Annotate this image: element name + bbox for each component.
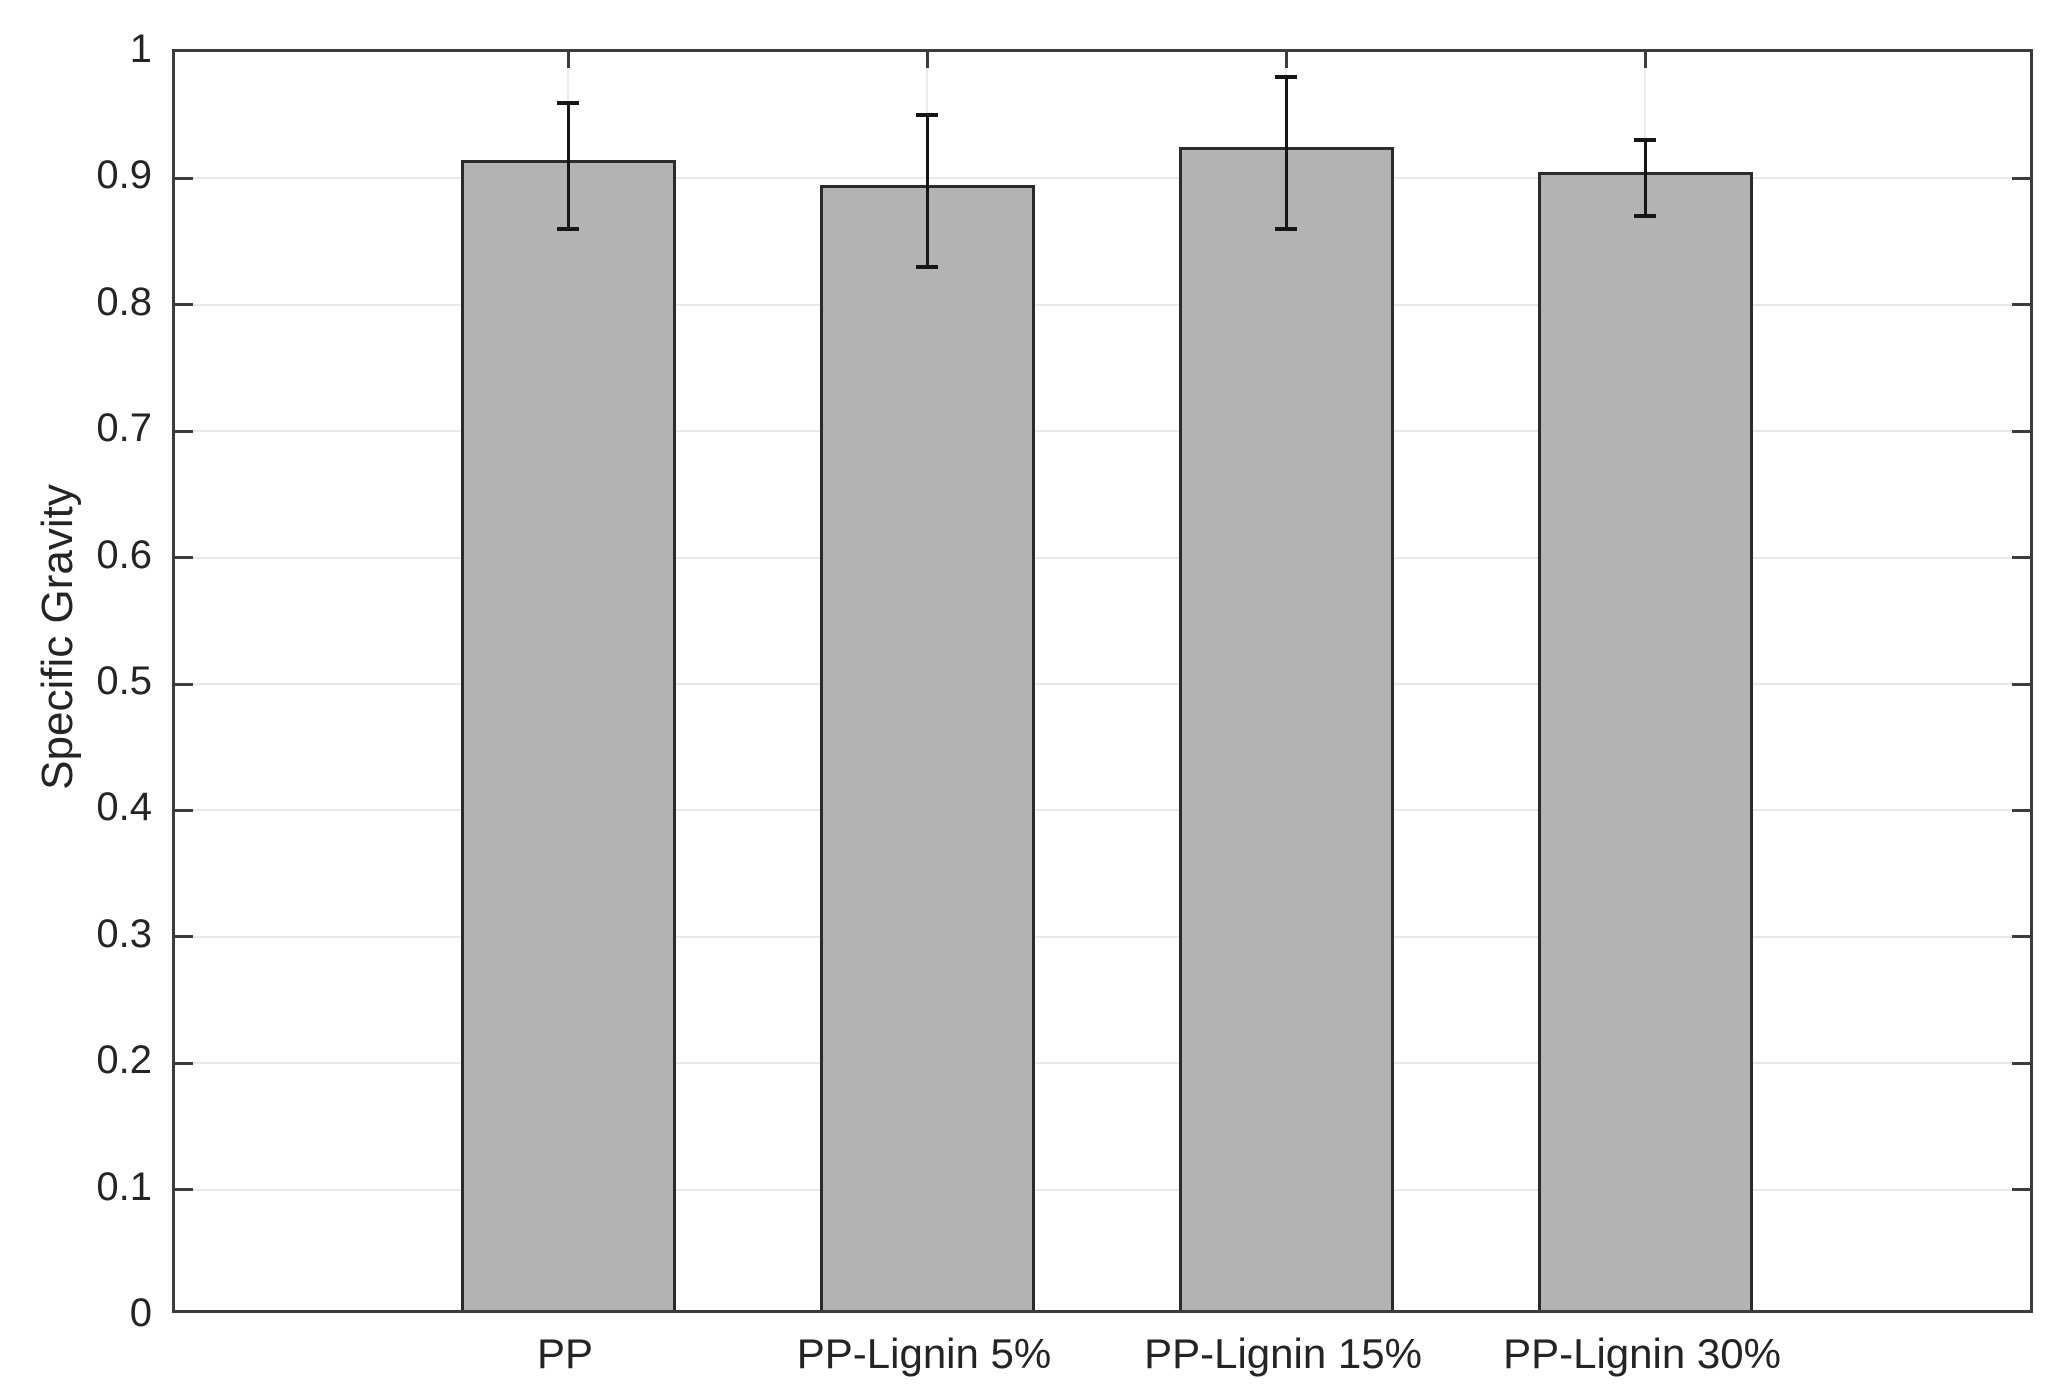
error-bar-cap-top (1634, 138, 1656, 143)
y-gridline (175, 1188, 2030, 1191)
y-tick-mark (175, 556, 193, 560)
y-tick-mark (175, 935, 193, 939)
y-tick-label: 0.4 (96, 785, 152, 830)
y-gridline (175, 683, 2030, 685)
error-bar (925, 115, 929, 267)
y-tick-mark (2012, 682, 2030, 686)
bar-pp-lignin-5- (819, 185, 1035, 1310)
error-bar-cap-bottom (916, 264, 938, 269)
error-bar-cap-bottom (1275, 226, 1297, 231)
y-tick-label: 0.3 (96, 911, 152, 956)
error-bar-cap-top (557, 100, 579, 105)
y-gridline (175, 556, 2030, 559)
y-tick-label: 1 (129, 27, 152, 71)
y-gridline (175, 430, 2030, 433)
x-tick-label: PP-Lignin 30% (1503, 1330, 1781, 1377)
y-tick-label: 0.6 (96, 532, 152, 577)
bar-pp-lignin-30- (1537, 172, 1753, 1310)
x-tick-mark (925, 52, 929, 68)
plot-area (172, 49, 2033, 1313)
y-tick-mark (2012, 429, 2030, 433)
error-bar (1643, 140, 1647, 217)
y-gridline (175, 935, 2030, 938)
error-bar (1284, 77, 1288, 229)
y-tick-mark (175, 176, 193, 180)
y-tick-mark (175, 429, 193, 433)
y-tick-mark (2012, 1188, 2030, 1192)
x-tick-mark (566, 52, 570, 68)
y-tick-mark (2012, 303, 2030, 307)
y-tick-mark (2012, 176, 2030, 180)
y-gridline (175, 809, 2030, 812)
y-tick-label: 0.2 (96, 1038, 152, 1083)
error-bar-cap-bottom (1634, 214, 1656, 219)
x-tick-mark (1643, 52, 1647, 68)
y-tick-mark (175, 303, 193, 307)
y-tick-label: 0.5 (96, 659, 152, 703)
bar-pp-lignin-15- (1178, 147, 1394, 1310)
error-bar-cap-bottom (557, 226, 579, 231)
y-tick-label: 0.8 (96, 279, 152, 324)
y-tick-label: 0.7 (96, 406, 152, 451)
y-tick-mark (2012, 556, 2030, 560)
y-gridline (175, 303, 2030, 306)
x-tick-mark (1284, 52, 1288, 68)
x-tick-label: PP (536, 1330, 594, 1377)
y-axis-label: Specific Gravity (33, 483, 82, 790)
error-bar-cap-top (1275, 75, 1297, 80)
bar-pp (460, 159, 676, 1310)
y-gridline (175, 1062, 2030, 1065)
y-tick-mark (2012, 1061, 2030, 1065)
y-tick-label: 0.9 (96, 153, 152, 198)
y-tick-label: 0.1 (96, 1164, 152, 1209)
error-bar (566, 102, 570, 229)
y-tick-mark (2012, 808, 2030, 812)
y-tick-mark (2012, 935, 2030, 939)
x-tick-label: PP-Lignin 5% (796, 1330, 1052, 1377)
x-tick-label: PP-Lignin 15% (1144, 1330, 1422, 1377)
y-tick-label: 0 (129, 1291, 152, 1335)
error-bar-cap-top (916, 113, 938, 118)
y-tick-mark (175, 682, 193, 686)
y-tick-mark (175, 1188, 193, 1192)
y-gridline (175, 177, 2030, 180)
y-tick-mark (175, 808, 193, 812)
y-tick-mark (175, 1061, 193, 1065)
